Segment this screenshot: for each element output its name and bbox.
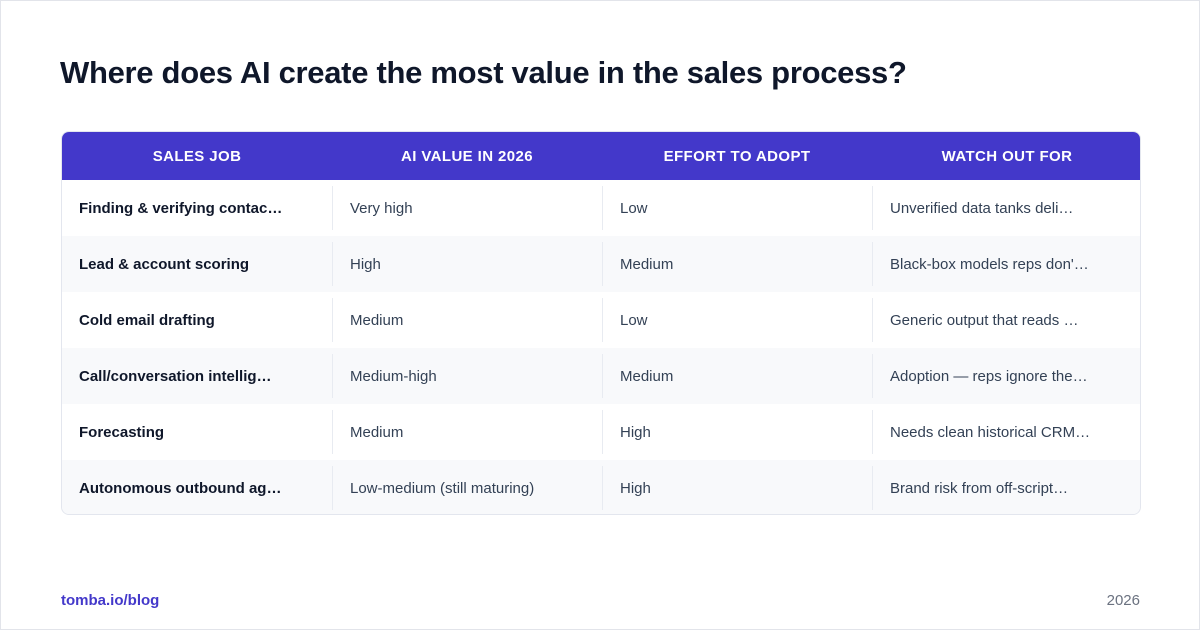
- table-row: Autonomous outbound agents Low-medium (s…: [62, 460, 1140, 514]
- table-cell-ai-value: Medium: [332, 292, 602, 348]
- table-cell-watch-out: Needs clean historical CRM…: [872, 404, 1140, 460]
- table-cell-sales-job: Call/conversation intellig…: [79, 367, 272, 385]
- table-cell-effort: High: [602, 404, 872, 460]
- table-cell-watch-out: Unverified data tanks deli…: [872, 180, 1140, 236]
- table-header: SALES JOB AI VALUE IN 2026 EFFORT TO ADO…: [62, 132, 1140, 180]
- table-cell-sales-job: Finding & verifying contac…: [79, 199, 283, 217]
- column-header-watch-out: WATCH OUT FOR: [941, 147, 1073, 165]
- table-cell-sales-job: Lead & account scoring: [79, 255, 250, 273]
- table-cell-ai-value: Medium: [332, 404, 602, 460]
- column-header-ai-value: AI VALUE IN 2026: [401, 147, 533, 165]
- table-cell-watch-out: Brand risk from off-script…: [872, 460, 1140, 514]
- table-cell-effort: Medium: [602, 348, 872, 404]
- table-row: Finding & verifying contac… Very high Lo…: [62, 180, 1140, 236]
- footer-year: 2026: [1106, 592, 1140, 609]
- table-row: Call/conversation intellig… Medium-high …: [62, 348, 1140, 404]
- table-cell-sales-job: Autonomous outbound agents: [79, 479, 289, 497]
- table-row: Lead & account scoring High Medium Black…: [62, 236, 1140, 292]
- table-cell-watch-out: Black-box models reps don'…: [872, 236, 1140, 292]
- table-cell-watch-out: Generic output that reads …: [872, 292, 1140, 348]
- table-cell-effort: Medium: [602, 236, 872, 292]
- column-header-effort: EFFORT TO ADOPT: [663, 147, 811, 165]
- table-body: Finding & verifying contac… Very high Lo…: [62, 180, 1140, 514]
- table-row: Forecasting Medium High Needs clean hist…: [62, 404, 1140, 460]
- table-cell-ai-value: Very high: [332, 180, 602, 236]
- table-cell-watch-out: Adoption — reps ignore the…: [872, 348, 1140, 404]
- table-cell-sales-job: Forecasting: [79, 423, 165, 441]
- blog-link[interactable]: tomba.io/blog: [61, 592, 160, 609]
- table-cell-ai-value: Low-medium (still maturing): [332, 460, 602, 514]
- table-cell-ai-value: High: [332, 236, 602, 292]
- table-cell-effort: Low: [602, 292, 872, 348]
- table-cell-effort: Low: [602, 180, 872, 236]
- table-cell-ai-value: Medium-high: [332, 348, 602, 404]
- comparison-table: SALES JOB AI VALUE IN 2026 EFFORT TO ADO…: [61, 131, 1141, 515]
- table-cell-sales-job: Cold email drafting: [79, 311, 215, 329]
- column-header-sales-job: SALES JOB: [152, 147, 242, 165]
- table-row: Cold email drafting Medium Low Generic o…: [62, 292, 1140, 348]
- page-title: Where does AI create the most value in t…: [60, 55, 907, 90]
- table-cell-effort: High: [602, 460, 872, 514]
